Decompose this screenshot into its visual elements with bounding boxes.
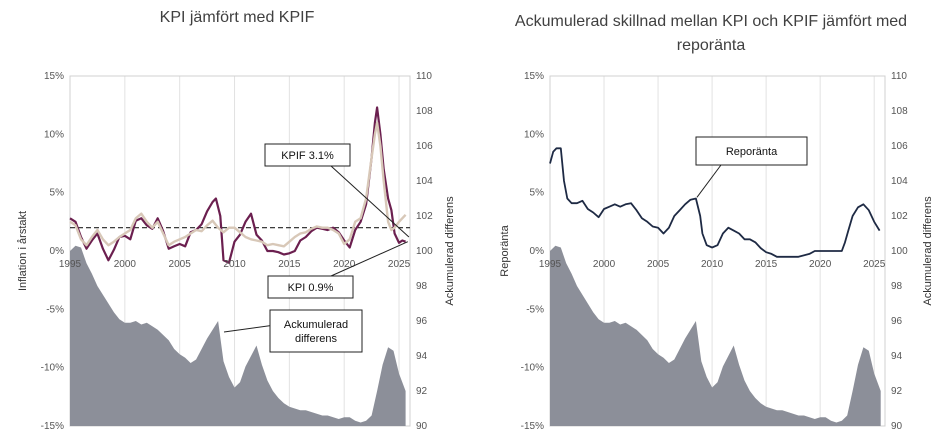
callout-repo-text: Reporänta (726, 146, 778, 158)
chart-svg-right: 15% 10% 5% 0% -5% -10% -15% 110 108 106 104 102 100 9… (499, 71, 934, 432)
y-tick-left: 15% (44, 71, 64, 82)
y-tick-right: 100 (891, 246, 908, 257)
callout-kpi-leader (330, 241, 409, 277)
callout-accumulated-leader (223, 324, 276, 333)
y-tick-right: 94 (416, 351, 428, 362)
callout-repo-box (695, 136, 808, 166)
callout-accumulated-text: differens (295, 333, 337, 345)
x-tick: 2010 (701, 259, 724, 270)
y-tick-right: 92 (416, 386, 428, 397)
y-tick-right: 102 (891, 211, 908, 222)
y-tick-left: 5% (50, 188, 65, 199)
y-tick-right: 100 (416, 246, 433, 257)
y-tick-right: 102 (416, 211, 433, 222)
x-tick: 2000 (114, 259, 137, 270)
x-tick: 2005 (169, 259, 192, 270)
y-tick-right: 108 (891, 106, 908, 117)
area-accumulated-difference (550, 245, 881, 426)
y-tick-right: 98 (416, 281, 428, 292)
x-tick: 2020 (333, 259, 356, 270)
x-tick: 2010 (223, 259, 246, 270)
line-kpif (69, 121, 407, 248)
y-tick-right: 92 (891, 386, 903, 397)
y-axis-label-left: Inflation i årstakt (17, 211, 29, 291)
callout-accumulated-box (269, 309, 363, 353)
callout-kpif-box (264, 143, 351, 167)
y-tick-right: 90 (891, 421, 903, 432)
y-tick-right: 94 (891, 351, 903, 362)
y-tick-left: 10% (524, 129, 544, 140)
y-axis-label-right: Ackumulerad differens (922, 196, 934, 306)
x-tick: 1995 (59, 259, 82, 270)
y-tick-left: 0% (530, 246, 545, 257)
x-tick: 1995 (539, 259, 562, 270)
x-tick: 2015 (278, 259, 301, 270)
y-tick-right: 104 (416, 176, 433, 187)
y-tick-left: -15% (521, 421, 544, 432)
y-tick-right: 104 (891, 176, 908, 187)
y-tick-left: 0% (50, 246, 65, 257)
y-tick-left: -5% (526, 304, 544, 315)
x-tick: 2025 (388, 259, 411, 270)
callout-kpif-leader (330, 165, 410, 238)
y-tick-right: 106 (891, 141, 908, 152)
y-tick-right: 106 (416, 141, 433, 152)
y-tick-left: -10% (41, 363, 64, 374)
y-tick-right: 96 (891, 316, 903, 327)
chart-panel-kpi-kpif: KPI jämfört med KPIF 15% 10% 5% 0% -5% -10% -1… (17, 9, 456, 432)
y-tick-right: 108 (416, 106, 433, 117)
area-accumulated-difference (70, 245, 406, 426)
y-tick-left: -10% (521, 363, 544, 374)
y-tick-right: 110 (891, 71, 907, 82)
y-tick-left: -5% (46, 304, 64, 315)
callout-accumulated-text: Ackumulerad (284, 319, 348, 331)
y-tick-right: 110 (416, 71, 432, 82)
y-axis-label-left: Reporänta (499, 224, 511, 276)
y-tick-left: 10% (44, 129, 64, 140)
line-repo (549, 147, 881, 258)
y-tick-left: -15% (41, 421, 64, 432)
callout-repo-leader (696, 164, 722, 198)
callout-kpi-text: KPI 0.9% (288, 282, 334, 294)
x-tick: 2020 (809, 259, 832, 270)
x-tick: 2025 (863, 259, 886, 270)
chart-title-right: Ackumulerad skillnad mellan KPI och KPIF… (514, 13, 908, 54)
line-kpi (69, 106, 406, 264)
x-tick: 2015 (755, 259, 778, 270)
y-tick-right: 98 (891, 281, 903, 292)
callout-kpi-box (267, 275, 354, 299)
chart-svg-left: 15% 10% 5% 0% -5% -10% -15% 110 108 106 104 102 100 9… (17, 71, 456, 432)
y-tick-right: 96 (416, 316, 428, 327)
y-tick-right: 90 (416, 421, 428, 432)
x-tick: 2005 (647, 259, 670, 270)
chart-panel-repo: Ackumulerad skillnad mellan KPI och KPIF… (474, 0, 948, 441)
y-tick-left: 5% (530, 188, 545, 199)
y-axis-label-right: Ackumulerad differens (444, 196, 456, 306)
chart-title-left: KPI jämfört med KPIF (159, 9, 315, 26)
y-tick-left: 15% (524, 71, 544, 82)
callout-kpif-text: KPIF 3.1% (281, 150, 334, 162)
x-tick: 2000 (593, 259, 616, 270)
